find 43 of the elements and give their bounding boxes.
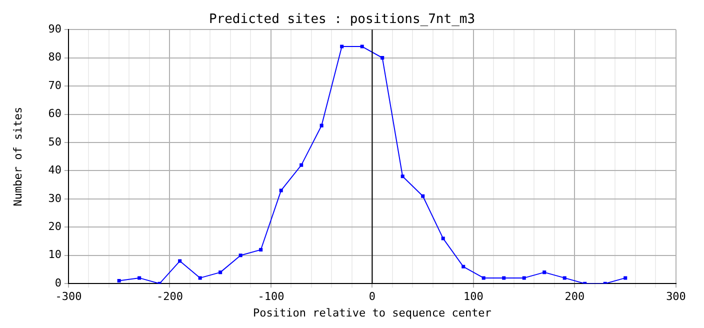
point [562, 276, 566, 280]
point [279, 188, 283, 192]
x-tick-label: 300 [666, 290, 686, 304]
point [400, 174, 404, 178]
point [624, 276, 628, 280]
point [340, 44, 344, 48]
point [502, 276, 506, 280]
point [522, 276, 526, 280]
point [218, 270, 222, 274]
point [198, 276, 202, 280]
y-tick-label: 10 [48, 248, 62, 262]
chart-title: Predicted sites : positions_7nt_m3 [208, 12, 476, 28]
y-tick-label: 0 [54, 276, 62, 290]
point [259, 248, 263, 252]
y-tick-label: 30 [48, 192, 62, 205]
point [380, 56, 384, 60]
point [462, 264, 466, 268]
y-tick-label: 50 [48, 135, 62, 148]
point [138, 276, 142, 280]
point [542, 270, 546, 274]
y-tick-label: 60 [48, 107, 62, 120]
point [178, 259, 182, 263]
point [300, 163, 304, 167]
x-axis-title: Position relative to sequence center [253, 306, 492, 320]
y-tick-label: 40 [48, 164, 62, 177]
x-tick-label: -200 [156, 290, 183, 304]
point [421, 194, 425, 198]
point [117, 279, 121, 283]
point [441, 236, 445, 240]
point [238, 254, 242, 258]
y-tick-label: 20 [48, 220, 62, 234]
x-tick-label: -100 [258, 290, 284, 304]
y-tick-label: 90 [48, 22, 62, 36]
point [360, 44, 364, 48]
x-tick-label: 200 [564, 290, 585, 304]
x-tick-label: -300 [55, 290, 82, 304]
y-axis-title: Number of sites [11, 106, 24, 206]
point [320, 124, 324, 128]
y-tick-label: 80 [48, 50, 62, 64]
point [482, 276, 486, 280]
x-tick-label: 100 [464, 290, 484, 304]
x-tick-label: 0 [368, 290, 376, 304]
y-tick-label: 70 [48, 78, 62, 92]
